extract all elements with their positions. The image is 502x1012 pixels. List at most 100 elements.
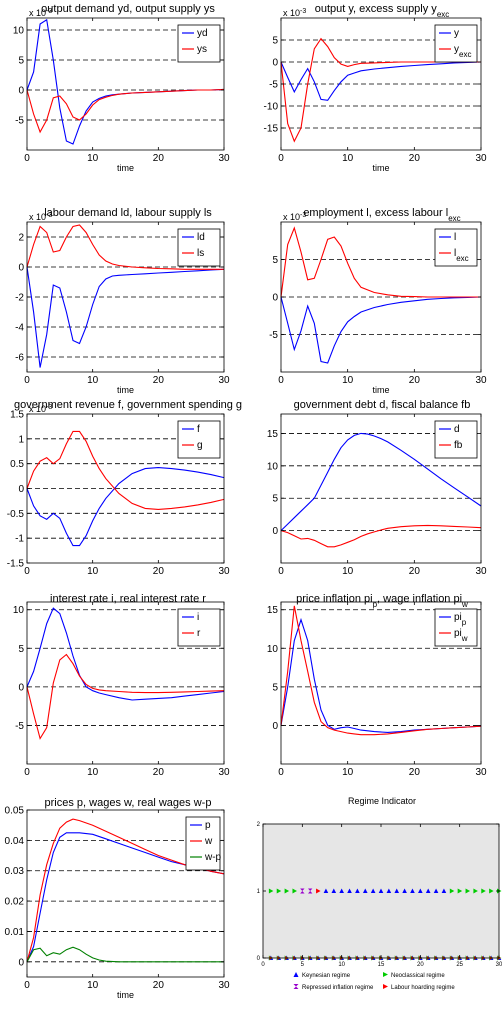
legend-label: w (204, 836, 213, 847)
series-line-g (26, 430, 225, 510)
regime-marker (323, 888, 329, 893)
legend-box (185, 816, 221, 871)
legend-name: ls (197, 248, 204, 259)
chart-title: government revenue f, government spendin… (14, 399, 242, 411)
legend-label: Neoclassical regime (391, 973, 445, 979)
multiplier-exponent: -3 (46, 8, 52, 15)
y-tick-label: -6 (15, 353, 24, 364)
regime-marker (331, 888, 337, 893)
x-tick-label: 25 (456, 962, 463, 968)
legend-name: p (205, 820, 211, 831)
x-tick-label: 20 (409, 767, 421, 778)
regime-marker (489, 888, 494, 894)
y-tick-label: 5 (272, 36, 278, 47)
legend-label: lexc (454, 248, 469, 263)
y-tick-label: 5 (18, 56, 24, 67)
x-tick-label: 15 (378, 962, 385, 968)
x-tick-label: 20 (409, 153, 421, 164)
chart-title: labour demand ld, labour supply ls (44, 207, 212, 219)
regime-marker (316, 888, 321, 894)
axes-box (26, 17, 225, 151)
y-tick-label: 0 (18, 682, 24, 693)
series-line-pi-w (280, 605, 482, 736)
y-tick-label: 0.05 (5, 806, 25, 817)
regime-marker (425, 888, 431, 893)
y-tick-label: 0 (257, 956, 261, 962)
legend-label: p (205, 820, 211, 831)
legend-label: l (454, 232, 456, 243)
x-tick-label: 30 (218, 153, 230, 164)
axes-box (26, 809, 225, 978)
x-tick-label: 20 (153, 375, 165, 386)
axes-box (280, 601, 482, 765)
multiplier-exponent: -3 (46, 212, 52, 219)
legend-label: ys (197, 44, 207, 55)
regime-marker (457, 888, 463, 894)
x-tick-label: 30 (475, 375, 487, 386)
regime-marker (268, 888, 274, 894)
regime-marker (449, 888, 455, 894)
regime-marker (441, 888, 447, 893)
y-tick-label: 2 (257, 822, 261, 828)
legend-box (177, 420, 221, 459)
y-tick-label: 5 (272, 494, 278, 505)
x-tick-label: 10 (87, 566, 99, 577)
x-tick-label: 30 (475, 767, 487, 778)
title-main: price inflation pi (296, 593, 372, 605)
x-tick-label: 10 (87, 375, 99, 386)
title-main: interest rate i, real interest rate r (50, 593, 206, 605)
regime-marker (292, 888, 297, 894)
chart-title: output demand yd, output supply ys (41, 3, 215, 15)
x-tick-label: 0 (24, 375, 30, 386)
x-tick-label: 20 (153, 153, 165, 164)
legend-marker (383, 984, 388, 989)
legend-box (434, 24, 478, 63)
title-subscript-2: w (461, 600, 468, 609)
y-tick-label: 15 (267, 605, 279, 616)
chart-title: Regime Indicator (348, 796, 416, 806)
y-tick-label: -15 (264, 124, 279, 135)
chart-panel-7: interest rate i, real interest rate r 0 10… (13, 593, 230, 778)
regime-marker (473, 888, 478, 894)
x-axis-label: time (117, 385, 134, 395)
y-tick-label: 5 (272, 682, 278, 693)
y-tick-label: 0.03 (5, 866, 25, 877)
legend-name: y (454, 28, 459, 39)
legend-label: d (454, 424, 460, 435)
legend-label: piw (454, 628, 468, 643)
regime-marker (402, 888, 407, 893)
y-tick-label: 5 (272, 255, 278, 266)
title-rest: , wage inflation pi (377, 593, 462, 605)
legend-label: r (197, 628, 201, 639)
y-tick-label: 0 (18, 86, 24, 97)
multiplier-base: x 10 (283, 8, 300, 18)
regime-marker (386, 888, 392, 893)
legend-name: r (197, 628, 201, 639)
chart-panel-5: government revenue f, government spendin… (7, 399, 242, 577)
title-main: employment l, excess labour l (303, 207, 448, 219)
title-main: government debt d, fiscal balance fb (294, 399, 471, 411)
y-tick-label: 0.01 (5, 927, 25, 938)
legend-box (434, 608, 478, 647)
title-main: output demand yd, output supply ys (41, 3, 215, 15)
legend-label: g (197, 440, 203, 451)
axis-multiplier: x 10-3 (29, 212, 52, 223)
y-tick-label: -5 (269, 330, 278, 341)
x-tick-label: 20 (153, 980, 165, 991)
x-tick-label: 10 (87, 767, 99, 778)
legend-name: y (454, 44, 459, 55)
multiplier-base: x 10 (29, 212, 46, 222)
title-subscript: p (373, 600, 378, 609)
regime-marker (362, 888, 368, 893)
y-tick-label: 10 (267, 644, 279, 655)
series-line-y-exc (280, 37, 481, 143)
series-line-i (26, 607, 225, 701)
legend-name: l (454, 232, 456, 243)
title-subscript: exc (448, 214, 460, 223)
series-line-w (26, 818, 225, 962)
x-tick-label: 30 (218, 980, 230, 991)
axis-multiplier: x 10-3 (283, 212, 306, 223)
multiplier-exponent: -3 (300, 212, 306, 219)
y-tick-label: 15 (267, 429, 279, 440)
